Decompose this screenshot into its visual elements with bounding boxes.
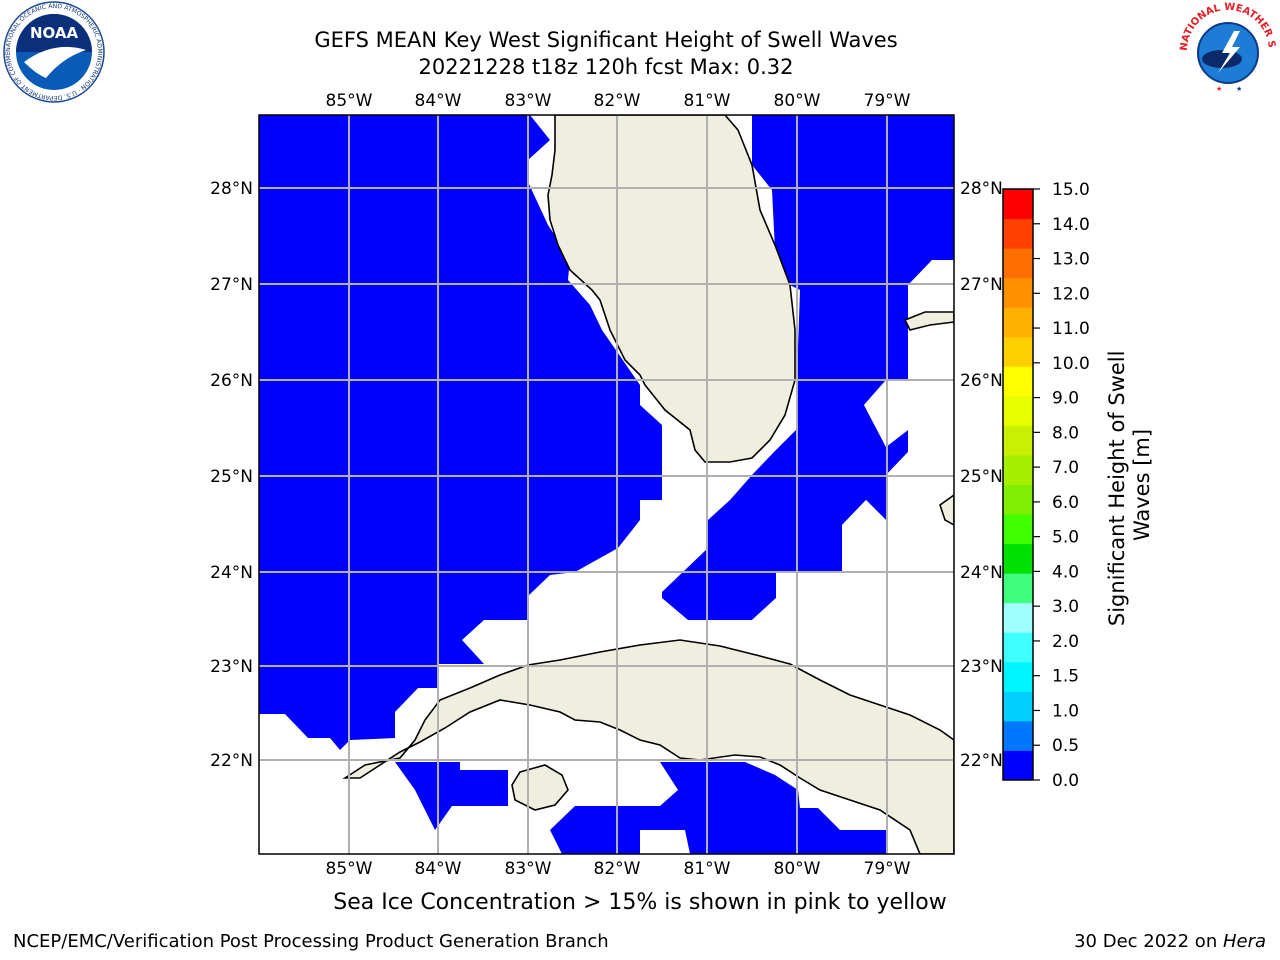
colorbar-tick-label: 7.0	[1052, 458, 1079, 478]
colorbar-tick-label: 12.0	[1052, 284, 1090, 304]
colorbar-segment	[1003, 277, 1033, 308]
colorbar-segment	[1003, 307, 1033, 338]
lon-label-bottom: 85°W	[326, 859, 373, 879]
colorbar-segment	[1003, 543, 1033, 574]
colorbar-segment	[1003, 484, 1033, 515]
colorbar-segment	[1003, 720, 1033, 751]
colorbar-tick-label: 14.0	[1052, 215, 1090, 235]
lat-label-left: 26°N	[210, 371, 253, 391]
lon-label-top: 79°W	[864, 91, 911, 111]
colorbar-tick-label: 13.0	[1052, 250, 1090, 270]
colorbar-segment	[1003, 395, 1033, 426]
lon-label-top: 82°W	[594, 91, 641, 111]
colorbar-segment	[1003, 366, 1033, 397]
colorbar-segment	[1003, 691, 1033, 722]
lat-labels-left: 28°N 27°N 26°N 25°N 24°N 23°N 22°N	[210, 179, 253, 771]
lat-label-right: 22°N	[960, 751, 1003, 771]
colorbar-tick-label: 10.0	[1052, 354, 1090, 374]
colorbar-segment	[1003, 661, 1033, 692]
colorbar-tick-label: 9.0	[1052, 389, 1079, 409]
lat-label-right: 24°N	[960, 563, 1003, 583]
lat-labels-right: 28°N 27°N 26°N 25°N 24°N 23°N 22°N	[960, 179, 1003, 771]
lat-label-left: 25°N	[210, 467, 253, 487]
bahamas-landmass	[903, 311, 954, 331]
swell-field	[259, 115, 954, 854]
colorbar-tick-label: 4.0	[1052, 562, 1079, 582]
colorbar-title: Significant Height of Swell Waves [m]	[1105, 344, 1154, 626]
colorbar-tick-labels: 15.0 14.0 13.0 12.0 11.0 10.0 9.0 8.0 7.0 6.0 5.0 4…	[1033, 180, 1090, 791]
colorbar-tick-label: 1.0	[1052, 701, 1079, 721]
colorbar-tick-label: 6.0	[1052, 493, 1079, 513]
land	[342, 115, 954, 854]
footer-date: 30 Dec 2022 on Hera	[1074, 931, 1266, 952]
lon-label-bottom: 81°W	[684, 859, 731, 879]
colorbar-segment	[1003, 248, 1033, 279]
chart-subtitle: 20221228 t18z 120h fcst Max: 0.32	[418, 55, 794, 79]
colorbar-segment	[1003, 602, 1033, 633]
colorbar-title-line1: Significant Height of Swell	[1105, 351, 1129, 627]
colorbar-tick-label: 8.0	[1052, 423, 1079, 443]
colorbar-tick-label: 2.0	[1052, 632, 1079, 652]
lat-label-right: 25°N	[960, 467, 1003, 487]
lon-labels-bottom: 85°W 84°W 83°W 82°W 81°W 80°W 79°W	[326, 859, 911, 879]
colorbar	[1002, 188, 1034, 781]
colorbar-segment	[1003, 454, 1033, 485]
colorbar-segment	[1003, 750, 1033, 781]
lat-label-left: 24°N	[210, 563, 253, 583]
lon-label-top: 83°W	[505, 91, 552, 111]
colorbar-segment	[1003, 218, 1033, 249]
florida-landmass	[547, 115, 796, 463]
lon-labels-top: 85°W 84°W 83°W 82°W 81°W 80°W 79°W	[326, 91, 911, 111]
colorbar-segment	[1003, 573, 1033, 604]
colorbar-segment	[1003, 336, 1033, 367]
lat-label-right: 27°N	[960, 275, 1003, 295]
colorbar-tick-label: 0.5	[1052, 736, 1079, 756]
plot-frame	[258, 114, 955, 855]
colorbar-tick-label: 5.0	[1052, 528, 1079, 548]
lat-label-left: 27°N	[210, 275, 253, 295]
map-grid	[259, 115, 954, 854]
svg-text:★: ★	[1236, 85, 1242, 93]
lon-label-bottom: 84°W	[415, 859, 462, 879]
sea-ice-note: Sea Ice Concentration > 15% is shown in …	[333, 890, 947, 915]
lon-label-bottom: 80°W	[774, 859, 821, 879]
nws-logo: NATIONAL WEATHER SERVICE ★ ★	[1178, 1, 1277, 99]
colorbar-segment	[1003, 189, 1033, 220]
lat-label-right: 28°N	[960, 179, 1003, 199]
colorbar-tick-label: 3.0	[1052, 597, 1079, 617]
colorbar-segment	[1003, 632, 1033, 663]
footer-host: Hera	[1222, 931, 1266, 952]
colorbar-tick-label: 11.0	[1052, 319, 1090, 339]
lon-label-top: 80°W	[774, 91, 821, 111]
footer-date-text: 30 Dec 2022 on	[1074, 931, 1223, 952]
lon-label-bottom: 79°W	[864, 859, 911, 879]
colorbar-tick-label: 1.5	[1052, 667, 1079, 687]
lon-label-top: 85°W	[326, 91, 373, 111]
noaa-logo: NATIONAL OCEANIC AND ATMOSPHERIC ADMINIS…	[2, 0, 105, 103]
lat-label-left: 28°N	[210, 179, 253, 199]
colorbar-tick-label: 15.0	[1052, 180, 1090, 200]
lat-label-right: 23°N	[960, 657, 1003, 677]
andros-landmass	[939, 494, 954, 526]
noaa-logo-text: NOAA	[30, 24, 79, 42]
chart-title: GEFS MEAN Key West Significant Height of…	[314, 28, 898, 52]
lon-label-bottom: 83°W	[505, 859, 552, 879]
isla-de-la-juventud	[511, 764, 569, 811]
lat-label-right: 26°N	[960, 371, 1003, 391]
lon-label-bottom: 82°W	[594, 859, 641, 879]
lon-label-top: 84°W	[415, 91, 462, 111]
colorbar-frame	[1002, 188, 1034, 781]
colorbar-title-line2: Waves [m]	[1130, 429, 1154, 541]
colorbar-tick-label: 0.0	[1052, 771, 1079, 791]
lat-label-left: 23°N	[210, 657, 253, 677]
colorbar-segment	[1003, 514, 1033, 545]
svg-text:★: ★	[1216, 85, 1222, 93]
colorbar-segment	[1003, 425, 1033, 456]
lat-label-left: 22°N	[210, 751, 253, 771]
footer-credit: NCEP/EMC/Verification Post Processing Pr…	[13, 931, 609, 952]
lon-label-top: 81°W	[684, 91, 731, 111]
